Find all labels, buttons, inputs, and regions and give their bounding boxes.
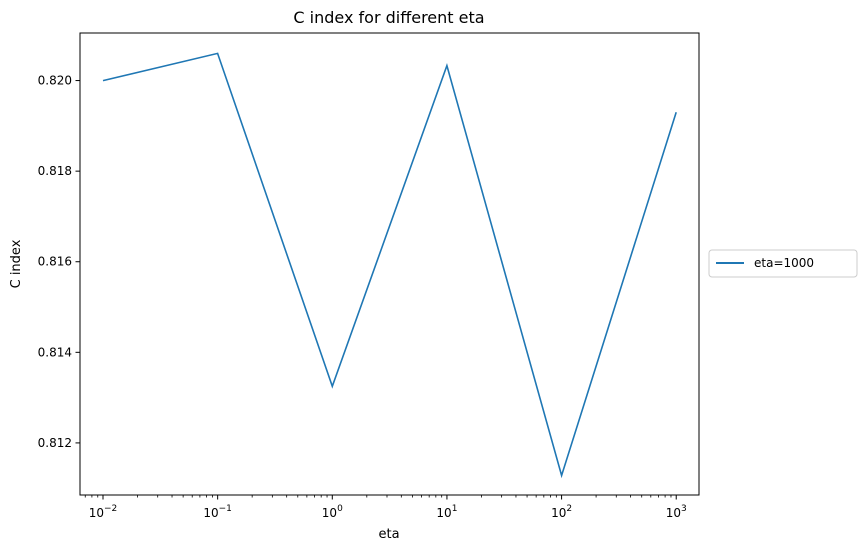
x-tick-label: 100 [322, 504, 343, 520]
x-axis-ticks: 10−2 10−1 100 101 102 103 [84, 495, 687, 520]
y-tick-label: 0.818 [38, 164, 72, 178]
y-tick-label: 0.814 [38, 345, 72, 359]
y-axis-label: C index [9, 239, 24, 288]
legend-label: eta=1000 [754, 256, 814, 270]
y-tick-label: 0.816 [38, 255, 72, 269]
x-tick-label: 103 [666, 504, 687, 520]
series-line-0 [102, 52, 677, 479]
legend: eta=1000 [708, 249, 858, 278]
x-tick-label: 101 [436, 504, 457, 520]
y-tick-label: 0.812 [38, 436, 72, 450]
x-axis-label: eta [378, 527, 399, 542]
x-tick-label: 10−1 [203, 504, 232, 520]
x-tick-label: 102 [551, 504, 572, 520]
legend-box [708, 249, 858, 278]
x-tick-label: 10−2 [89, 504, 118, 520]
chart-title: C index for different eta [293, 8, 484, 27]
plot-area [79, 32, 700, 496]
y-tick-label: 0.820 [38, 74, 72, 88]
y-axis-ticks: 0.812 0.814 0.816 0.818 0.820 [38, 74, 80, 450]
series-layer [102, 52, 677, 479]
